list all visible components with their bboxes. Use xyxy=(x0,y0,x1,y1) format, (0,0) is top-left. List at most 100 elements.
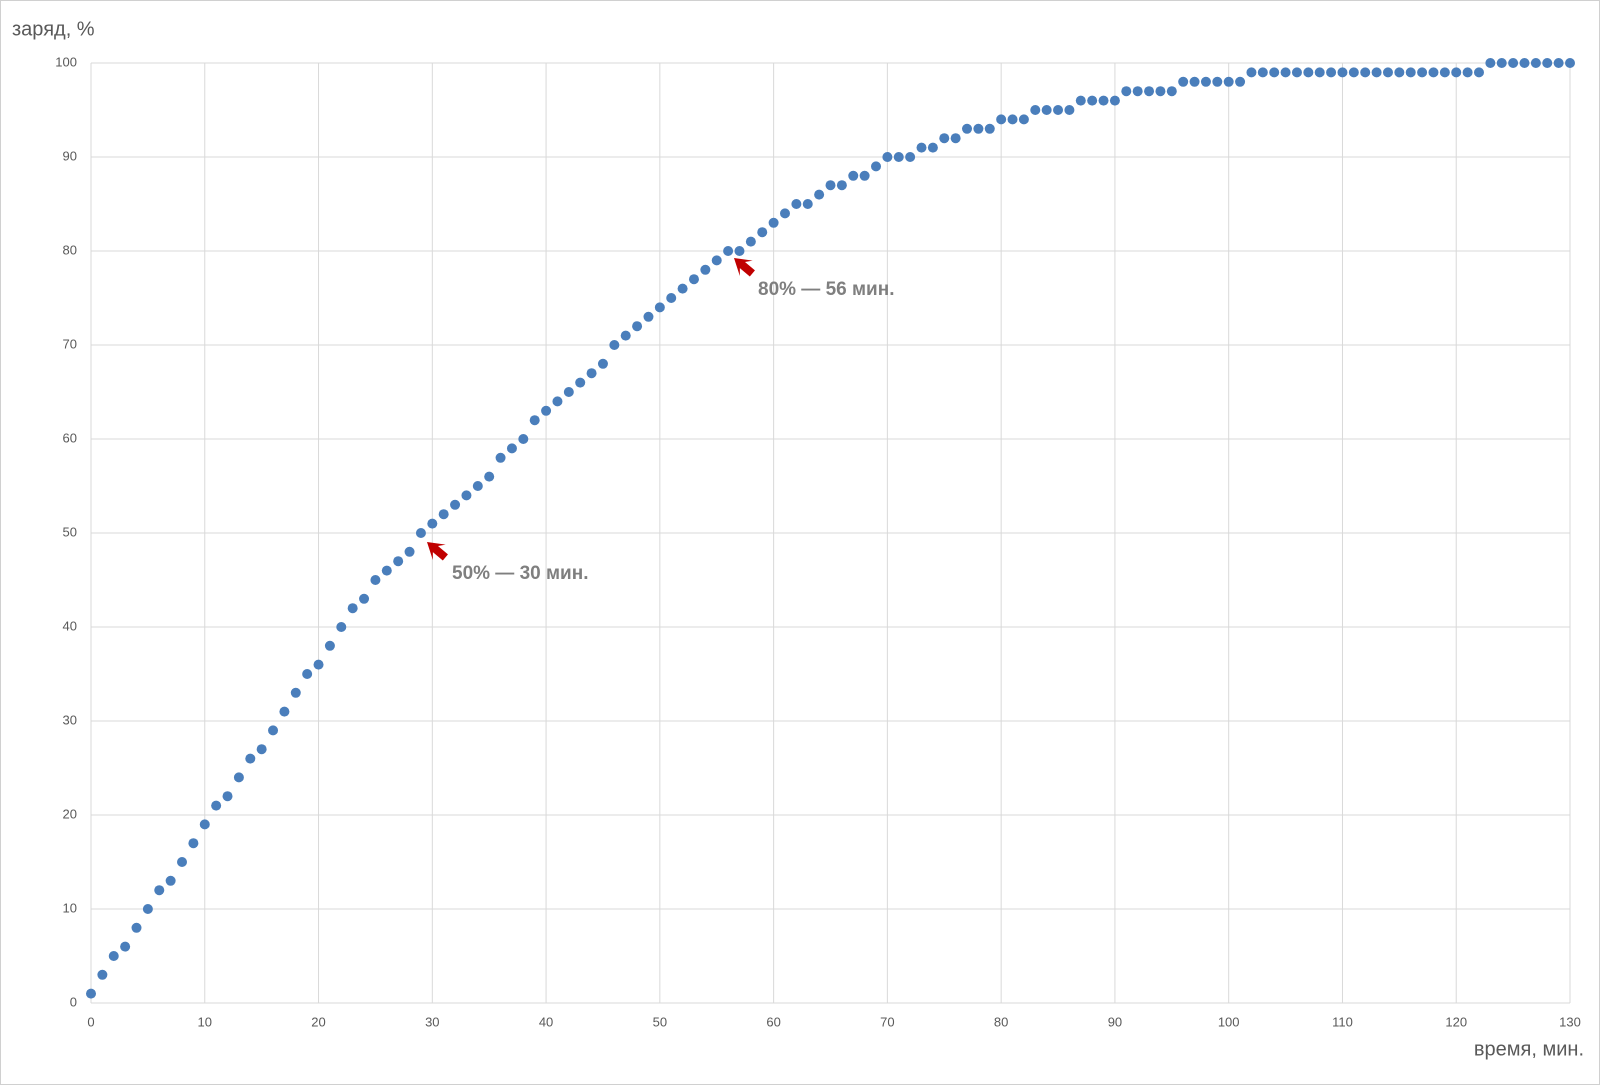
point xyxy=(745,236,756,247)
point xyxy=(1189,76,1200,87)
point xyxy=(1053,105,1064,115)
annotation: 80% — 56 мин. xyxy=(758,279,895,300)
point xyxy=(541,405,552,416)
point xyxy=(1542,58,1553,68)
point xyxy=(1291,67,1302,78)
point xyxy=(1405,67,1416,78)
x-tick-label: 10 xyxy=(198,1014,212,1029)
point xyxy=(563,387,574,397)
y-tick-label: 30 xyxy=(63,712,77,727)
point xyxy=(654,302,665,313)
point xyxy=(688,274,699,285)
point xyxy=(1200,76,1211,87)
point xyxy=(1485,58,1496,68)
point xyxy=(597,358,608,369)
point xyxy=(1394,67,1405,78)
point xyxy=(609,340,620,350)
point xyxy=(1348,67,1359,78)
point xyxy=(177,857,188,867)
point xyxy=(996,114,1007,125)
point xyxy=(836,180,847,191)
point xyxy=(484,471,495,482)
point xyxy=(290,687,301,698)
x-axis-label: время, мин. xyxy=(1474,1038,1584,1060)
point xyxy=(222,791,233,802)
point xyxy=(939,133,950,144)
point xyxy=(1508,58,1519,68)
point xyxy=(1087,95,1098,106)
point xyxy=(1132,86,1143,97)
point xyxy=(950,133,961,144)
point xyxy=(802,199,813,209)
y-tick-label: 20 xyxy=(63,806,77,821)
point xyxy=(1166,86,1177,97)
point xyxy=(677,283,688,294)
point xyxy=(256,744,267,755)
point xyxy=(381,565,392,576)
point xyxy=(165,875,176,886)
point xyxy=(575,377,586,388)
point xyxy=(1280,67,1291,78)
point xyxy=(279,706,290,717)
point xyxy=(1417,67,1428,78)
point xyxy=(871,161,882,172)
point xyxy=(347,603,358,614)
point xyxy=(1257,67,1268,78)
x-tick-label: 40 xyxy=(539,1014,553,1029)
point xyxy=(1223,76,1234,87)
point xyxy=(1360,67,1371,78)
x-tick-label: 110 xyxy=(1332,1014,1353,1029)
point xyxy=(848,170,859,181)
y-tick-label: 100 xyxy=(55,54,77,69)
point xyxy=(415,528,426,538)
point xyxy=(302,669,313,679)
point xyxy=(905,152,916,162)
point xyxy=(1371,67,1382,78)
point xyxy=(711,255,722,266)
point xyxy=(779,208,790,219)
x-tick-label: 0 xyxy=(87,1014,94,1029)
point xyxy=(814,189,825,200)
point xyxy=(1212,76,1223,87)
point xyxy=(472,481,483,491)
point xyxy=(1326,67,1337,78)
point xyxy=(1121,86,1132,97)
point xyxy=(268,725,279,736)
x-tick-label: 100 xyxy=(1218,1014,1240,1029)
point xyxy=(666,293,677,303)
annotation: 50% — 30 мин. xyxy=(452,563,589,584)
y-axis-label: заряд, % xyxy=(12,18,95,40)
point xyxy=(1462,67,1473,78)
x-tick-label: 50 xyxy=(653,1014,667,1029)
point xyxy=(438,509,449,520)
point xyxy=(1235,76,1246,87)
point xyxy=(359,593,370,604)
point xyxy=(120,941,131,952)
x-tick-label: 70 xyxy=(880,1014,894,1029)
point xyxy=(1064,105,1075,115)
point xyxy=(916,142,927,153)
point xyxy=(791,199,802,209)
point xyxy=(313,659,324,670)
x-tick-label: 130 xyxy=(1559,1014,1581,1029)
y-tick-label: 0 xyxy=(70,994,77,1009)
point xyxy=(1439,67,1450,78)
point xyxy=(529,415,540,426)
x-tick-label: 20 xyxy=(311,1014,325,1029)
point xyxy=(495,452,506,463)
point xyxy=(1075,95,1086,106)
y-tick-label: 10 xyxy=(63,900,77,915)
point xyxy=(1155,86,1166,97)
point xyxy=(620,330,631,341)
point xyxy=(245,753,256,764)
point xyxy=(1314,67,1325,78)
point xyxy=(1473,67,1484,78)
point xyxy=(1007,114,1018,125)
arrow xyxy=(734,258,755,277)
point xyxy=(1098,95,1109,106)
point xyxy=(927,142,938,153)
point xyxy=(154,885,165,896)
y-tick-label: 70 xyxy=(63,336,77,351)
point xyxy=(427,518,438,529)
